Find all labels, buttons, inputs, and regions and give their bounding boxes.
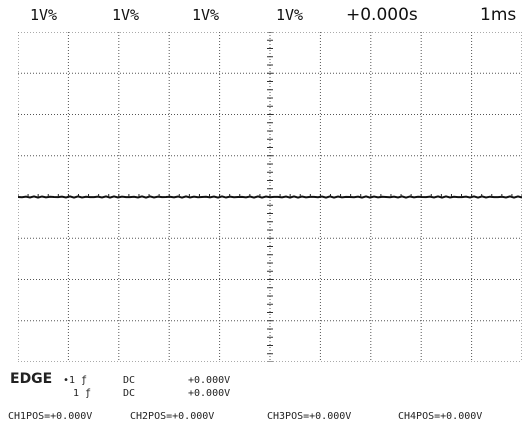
ch3-position: CH3POS=+0.000V (267, 411, 352, 422)
ch4-position: CH4POS=+0.000V (398, 411, 483, 422)
ch3-scale-readout: 1V% (192, 6, 220, 24)
time-offset-readout: +0.000s (346, 5, 418, 25)
ch1-scale-readout: 1V% (30, 6, 58, 24)
trigger-mode: EDGE (10, 371, 53, 387)
trigger-level-2: +0.000V (188, 388, 231, 399)
trigger-coupling-1: DC (123, 375, 136, 386)
ch2-position: CH2POS=+0.000V (130, 411, 215, 422)
signal-trace (18, 195, 522, 199)
ch1-position: CH1POS=+0.000V (8, 411, 93, 422)
trigger-level-1: +0.000V (188, 375, 231, 386)
graticule (18, 32, 522, 362)
trigger-coupling-2: DC (123, 388, 136, 399)
trigger-source-2: 1 ƒ (73, 388, 92, 399)
graticule-svg (18, 32, 522, 362)
ch2-scale-readout: 1V% (112, 6, 140, 24)
ch4-scale-readout: 1V% (276, 6, 304, 24)
trigger-source-1: •1 ƒ (63, 375, 88, 386)
timebase-readout: 1ms (480, 5, 517, 25)
